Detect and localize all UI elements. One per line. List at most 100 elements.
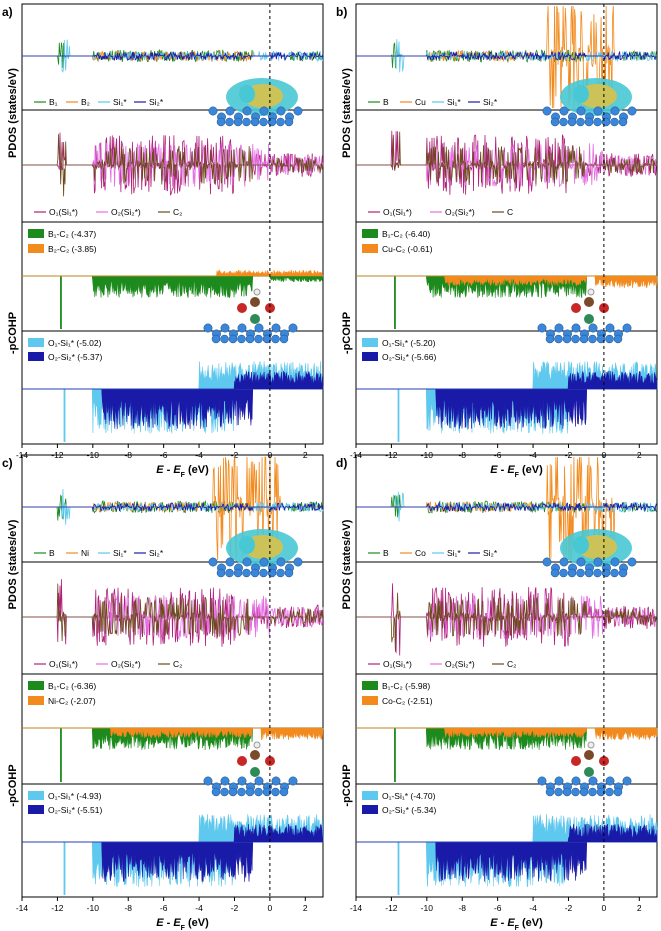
- panel-a-legend-cohp-top-0-swatch: [28, 229, 44, 238]
- panel-d-molecule-structure-substrate-atom: [588, 776, 598, 786]
- panel-a-molecule-structure-substrate-atom: [220, 334, 229, 344]
- panel-b-molecule-iso-substrate-atom: [576, 106, 586, 116]
- panel-a-molecule-structure-substrate-atom: [288, 323, 298, 333]
- panel-b-legend-cohp-bottom-0: O₁-Si₁* (-5.20): [382, 338, 436, 348]
- panel-b-cohp-area-6: [356, 370, 658, 390]
- panel-d-molecule-structure: [537, 741, 632, 797]
- panel-c-legend-pdos-bottom-0: O₁(Si₁*): [49, 659, 78, 669]
- panel-c-molecule-structure-substrate-atom: [203, 776, 213, 786]
- panel-b-pdos-line-4: [356, 50, 657, 61]
- panel-a-cohp-area-4: [22, 388, 323, 429]
- panel-d-legend-pdos-top-1: Co: [415, 548, 426, 558]
- panel-c-molecule-structure-substrate-atom: [245, 787, 255, 797]
- panel-d-x-tick-label: 2: [637, 903, 642, 913]
- panel-d-legend-pdos-bottom-1: O₂(Si₂*): [445, 659, 475, 669]
- panel-b-molecule-iso-substrate-atom: [593, 117, 602, 127]
- panel-d-molecule-iso-substrate-atom: [610, 568, 619, 578]
- panel-d-pdos-line-7: [356, 592, 657, 651]
- panel-b-cohp-area-2: [356, 275, 658, 289]
- panel-a-molecule-iso-substrate-atom: [225, 106, 235, 116]
- panel-b-legend-pdos-bottom-0: O₁(Si₁*): [383, 207, 412, 217]
- panel-a-legend-pdos-top-0: B₁: [49, 97, 58, 107]
- panel-b-molecule-structure-substrate-atom: [605, 334, 614, 344]
- panel-c-legend-cohp-bottom-0-swatch: [28, 791, 44, 800]
- panel-c-legend-pdos-bottom-2: C₂: [173, 659, 182, 669]
- panel-c-molecule-iso-substrate-atom: [293, 557, 303, 567]
- panel-d-legend-pdos-bottom-0: O₁(Si₁*): [383, 659, 412, 669]
- panel-b-molecule-structure-substrate-atom: [545, 334, 555, 344]
- panel-b-y-label-cohp: -pCOHP: [341, 312, 353, 354]
- panel-c-molecule-iso-substrate-atom: [208, 557, 218, 567]
- panel-c-y-label-pdos: PDOS (states/eV): [7, 519, 19, 609]
- panel-a-legend-cohp-bottom-0-swatch: [28, 338, 44, 347]
- panel-c-molecule-iso-substrate-atom: [216, 568, 226, 578]
- panel-a-molecule-structure-atom-o1: [237, 303, 247, 313]
- panel-a-molecule-structure: [203, 288, 298, 344]
- panel-c-x-tick-label: 2: [303, 903, 308, 913]
- panel-b-molecule-structure-substrate-atom: [622, 323, 632, 333]
- panel-c-legend-cohp-bottom-1: O₂-Si₂* (-5.51): [48, 805, 102, 815]
- panel-d-molecule-iso-substrate-atom: [627, 557, 637, 567]
- panel-c-molecule-structure-substrate-atom: [271, 787, 280, 797]
- panel-c-molecule-iso-substrate-atom: [225, 557, 235, 567]
- panel-c-molecule-structure-substrate-atom: [271, 776, 281, 786]
- panel-d-x-tick-label: -8: [458, 903, 466, 913]
- panel-d-pdos-line-4: [356, 501, 657, 513]
- panel-c-cohp-area-6: [22, 823, 324, 843]
- panel-a-molecule-iso-substrate-atom: [216, 117, 226, 127]
- panel-d-molecule-structure-substrate-atom: [605, 776, 615, 786]
- panel-a-molecule-structure-substrate-atom: [271, 334, 280, 344]
- panel-b-legend-cohp-top-0: B₁-C₂ (-6.40): [382, 229, 430, 239]
- panel-d-molecule-iso-substrate-atom: [601, 568, 611, 578]
- panel-d-molecule-iso-substrate-atom: [610, 557, 620, 567]
- panel-a-x-axis-label: E - EF (eV): [156, 464, 209, 479]
- panel-a-molecule-structure-atom-h: [253, 288, 261, 296]
- panel-a-molecule-iso-isosurface-lobe: [239, 85, 255, 103]
- panel-c-molecule-structure-substrate-atom: [279, 787, 289, 797]
- panel-a-molecule-iso-substrate-atom: [250, 117, 260, 127]
- panel-a-molecule-structure-substrate-atom: [228, 334, 238, 344]
- panel-a-molecule-iso-substrate-atom: [242, 117, 251, 127]
- panel-c-molecule-structure-atom-h: [253, 741, 261, 749]
- panel-b-legend-pdos-top-3: Si₂*: [483, 97, 498, 107]
- panel-d-molecule-structure-substrate-atom: [596, 787, 606, 797]
- panel-d-legend-cohp-top-0-swatch: [362, 681, 378, 690]
- panel-d-molecule-iso-substrate-atom: [576, 568, 585, 578]
- panel-d-molecule-iso-isosurface-lobe: [573, 536, 589, 554]
- panel-a-legend-pdos-top-3: Si₂*: [149, 97, 164, 107]
- panel-a-molecule-iso-substrate-atom: [267, 117, 277, 127]
- panel-a-molecule-structure-substrate-atom: [279, 334, 289, 344]
- panel-d-x-tick-label: -2: [565, 903, 573, 913]
- panel-b-legend-cohp-top-1-swatch: [362, 244, 378, 253]
- panel-b-molecule-iso-substrate-atom: [627, 106, 637, 116]
- panel-d-legend-cohp-top-1: Co-C₂ (-2.51): [382, 696, 433, 706]
- panel-a-legend-cohp-top-1-swatch: [28, 244, 44, 253]
- panel-b-molecule-structure-atom-o1: [571, 303, 581, 313]
- panel-c-pdos-line-4: [22, 502, 324, 513]
- panel-d-molecule-iso-substrate-atom: [576, 557, 586, 567]
- panel-a-molecule-iso-substrate-atom: [242, 106, 252, 116]
- panel-c-legend-pdos-bottom-1: O₂(Si₂*): [111, 659, 141, 669]
- panel-d-legend-pdos-top-0: B: [383, 548, 389, 558]
- panel-d-x-axis-label: E - EF (eV): [490, 917, 543, 931]
- panel-c-legend-pdos-top-0: B: [49, 548, 55, 558]
- panel-d-x-tick-label: -12: [385, 903, 398, 913]
- panel-d-legend-cohp-bottom-0-swatch: [362, 791, 378, 800]
- panel-a-molecule-structure-atom-b: [250, 314, 260, 324]
- panel-b-molecule-structure-substrate-atom: [579, 334, 589, 344]
- panel-b-molecule-iso-substrate-atom: [559, 117, 568, 127]
- panel-d-molecule-structure-substrate-atom: [545, 787, 555, 797]
- panel-b-molecule-structure: [537, 288, 632, 344]
- panel-a-y-label-cohp: -pCOHP: [7, 312, 19, 354]
- panel-c-x-tick-label: -2: [231, 903, 239, 913]
- panel-b-legend-cohp-top-1: Cu-C₂ (-0.61): [382, 244, 433, 254]
- panel-c-x-tick-label: 0: [268, 903, 273, 913]
- panel-c-molecule-structure-atom-b: [250, 767, 260, 777]
- panel-d-molecule-structure-substrate-atom: [588, 787, 597, 797]
- panel-c-molecule-iso-substrate-atom: [242, 557, 252, 567]
- panel-b-label: b): [336, 5, 347, 19]
- panel-c-molecule-structure-substrate-atom: [220, 787, 229, 797]
- panel-b-molecule-iso-substrate-atom: [593, 106, 603, 116]
- panel-a-legend-cohp-top-0: B₁-C₂ (-4.37): [48, 229, 96, 239]
- panel-a-cohp-area-1: [22, 275, 324, 299]
